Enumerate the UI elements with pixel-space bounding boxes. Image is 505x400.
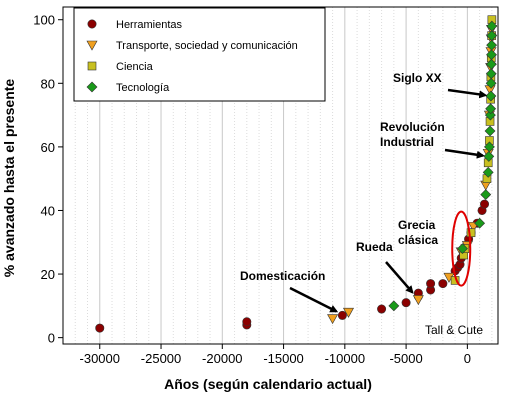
data-point-diamond [484, 125, 496, 137]
y-axis-title: % avanzado hasta el presente [1, 79, 17, 278]
data-points [95, 15, 498, 333]
data-point-circle [337, 310, 347, 320]
x-tick-label: -15000 [263, 351, 303, 366]
data-point-diamond [485, 58, 497, 70]
data-point-circle [377, 304, 387, 314]
highlight-ellipse [451, 210, 472, 287]
legend-marker-square [87, 61, 97, 71]
legend-marker-diamond [86, 81, 98, 93]
annotation-arrow [385, 261, 414, 294]
data-point-diamond [486, 39, 498, 51]
annotation-arrow [447, 88, 488, 99]
data-point-diamond [388, 300, 400, 312]
data-point-triangle-down [327, 314, 339, 325]
data-point-diamond [483, 151, 495, 162]
data-point-triangle-down [342, 307, 355, 318]
x-tick-label: -30000 [80, 351, 120, 366]
annotations: Siglo XX Revolución Industrial Grecia clásic… [240, 71, 488, 313]
watermark: Tall & Cute [425, 323, 483, 337]
y-tick-label: 20 [41, 267, 55, 282]
legend-marker-triangle-down [86, 40, 98, 51]
plot-frame [62, 6, 499, 345]
y-tick-label: 40 [41, 203, 55, 218]
legend-marker-circle [87, 19, 97, 29]
legend-entry: Herramientas [116, 19, 183, 31]
data-point-diamond [486, 20, 498, 32]
axis-ticks: -30000 -25000 -20000 -15000 -10000 -5000 0 0 20 4… [33, 13, 471, 366]
legend-entry: Ciencia [116, 61, 154, 73]
data-point-diamond [486, 30, 498, 42]
y-tick-label: 0 [48, 331, 55, 346]
data-point-square [466, 228, 476, 238]
data-point-diamond [485, 77, 497, 89]
annotation-label: Siglo XX [393, 71, 442, 85]
x-tick-label: -5000 [389, 351, 422, 366]
annotation-arrow [444, 148, 485, 159]
annotation-arrow [289, 286, 339, 313]
x-tick-label: -25000 [141, 351, 181, 366]
x-axis-title: Años (según calendario actual) [164, 376, 372, 392]
legend-entry: Transporte, sociedad y comunicación [116, 40, 298, 52]
data-point-circle [242, 317, 252, 327]
y-tick-label: 60 [41, 140, 55, 155]
y-tick-label: 80 [41, 76, 55, 91]
legend-entry: Tecnología [116, 82, 170, 94]
data-point-circle [438, 279, 448, 289]
data-point-diamond [484, 109, 496, 121]
data-point-circle [401, 298, 411, 308]
data-point-diamond [474, 217, 486, 229]
data-point-circle [95, 323, 105, 333]
legend: Herramientas Transporte, sociedad y comun… [73, 7, 326, 102]
data-point-circle [480, 199, 490, 209]
annotation-label: Domesticación [240, 269, 325, 283]
data-point-diamond [480, 189, 492, 200]
annotation-label: Rueda [356, 240, 393, 254]
data-point-diamond [485, 68, 497, 80]
legend-box [73, 7, 326, 102]
x-tick-label: -10000 [325, 351, 365, 366]
y-tick-label: 100 [33, 13, 55, 28]
data-point-triangle-down [412, 295, 424, 306]
annotation-label: Revolución Industrial [380, 120, 445, 149]
data-point-diamond [485, 103, 497, 115]
annotation-label: Grecia clásica [398, 218, 438, 247]
data-point-diamond [457, 243, 468, 255]
x-tick-label: -20000 [202, 351, 242, 366]
x-tick-label: 0 [464, 351, 471, 366]
data-point-circle [426, 279, 436, 289]
data-point-diamond [483, 141, 495, 153]
grid [74, 7, 493, 344]
data-point-diamond [486, 49, 497, 61]
data-point-diamond [482, 166, 494, 178]
data-point-diamond [485, 90, 497, 102]
